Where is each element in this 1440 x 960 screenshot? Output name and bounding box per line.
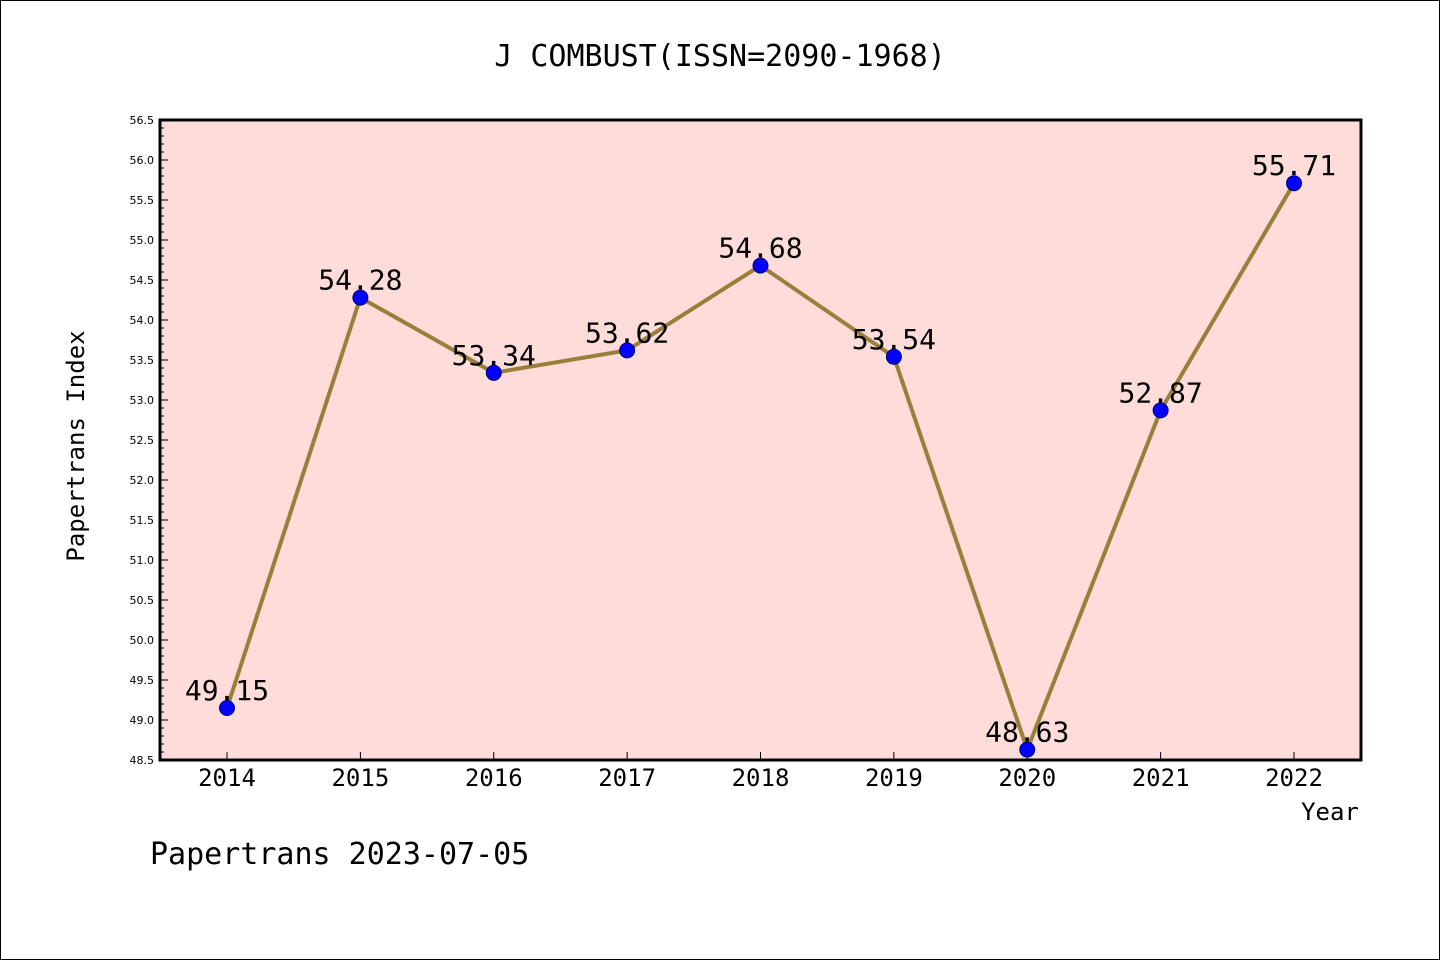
data-label: 53.54 <box>852 323 936 356</box>
data-label: 55.71 <box>1252 149 1336 182</box>
data-markers <box>219 175 1302 758</box>
y-axis-title: Papertrans Index <box>62 330 90 561</box>
y-tick-label: 53.5 <box>130 354 155 367</box>
y-tick-label: 49.5 <box>130 674 155 687</box>
y-tick-label: 51.0 <box>130 554 155 567</box>
x-tick-label: 2020 <box>998 764 1056 792</box>
y-tick-label: 56.5 <box>130 114 155 127</box>
data-point <box>352 289 369 306</box>
chart-title: J COMBUST(ISSN=2090-1968) <box>494 39 946 74</box>
data-label: 49.15 <box>185 674 269 707</box>
x-tick-label: 2014 <box>198 764 256 792</box>
x-axis-title: Year <box>1301 798 1359 826</box>
y-tick-label: 54.5 <box>130 274 155 287</box>
x-tick-label: 2018 <box>732 764 790 792</box>
data-point <box>885 348 902 365</box>
data-label: 48.63 <box>985 716 1069 749</box>
data-label: 54.28 <box>318 264 402 297</box>
y-tick-label: 56.0 <box>130 154 155 167</box>
y-tick-label: 50.5 <box>130 594 155 607</box>
data-label: 54.68 <box>718 232 802 265</box>
data-point <box>1019 741 1036 758</box>
plot-border <box>158 118 1363 762</box>
x-tick-label: 2022 <box>1265 764 1323 792</box>
data-label: 52.87 <box>1118 376 1202 409</box>
y-tick-label: 48.5 <box>130 754 155 767</box>
data-point <box>752 257 769 274</box>
x-tick-label: 2016 <box>465 764 523 792</box>
y-tick-label: 55.5 <box>130 194 155 207</box>
y-axis: 48.5 49.0 49.5 50.0 50.5 51.0 51.5 52.0 52.5 53.0… <box>130 114 168 767</box>
y-tick-label: 50.0 <box>130 634 155 647</box>
y-tick-label: 52.5 <box>130 434 155 447</box>
data-point <box>485 364 502 381</box>
y-tick-label: 54.0 <box>130 314 155 327</box>
footer-credit: Papertrans 2023-07-05 <box>150 837 529 872</box>
plot-area <box>160 120 1361 760</box>
x-tick-label: 2015 <box>331 764 389 792</box>
y-tick-label: 53.0 <box>130 394 155 407</box>
data-label: 53.62 <box>585 316 669 349</box>
y-tick-label: 55.0 <box>130 234 155 247</box>
x-tick-label: 2019 <box>865 764 923 792</box>
data-point <box>1286 175 1302 192</box>
data-labels: 49.15 54.28 53.34 53.62 54.68 53.54 48.63 52.87… <box>185 149 1336 748</box>
x-tick-label: 2021 <box>1132 764 1190 792</box>
y-tick-label: 52.0 <box>130 474 155 487</box>
y-tick-label: 51.5 <box>130 514 155 527</box>
x-tick-label: 2017 <box>598 764 656 792</box>
data-point <box>219 700 235 716</box>
data-point <box>1152 402 1169 419</box>
y-tick-label: 49.0 <box>130 714 155 727</box>
data-point <box>619 342 636 359</box>
data-label: 53.34 <box>452 339 536 372</box>
